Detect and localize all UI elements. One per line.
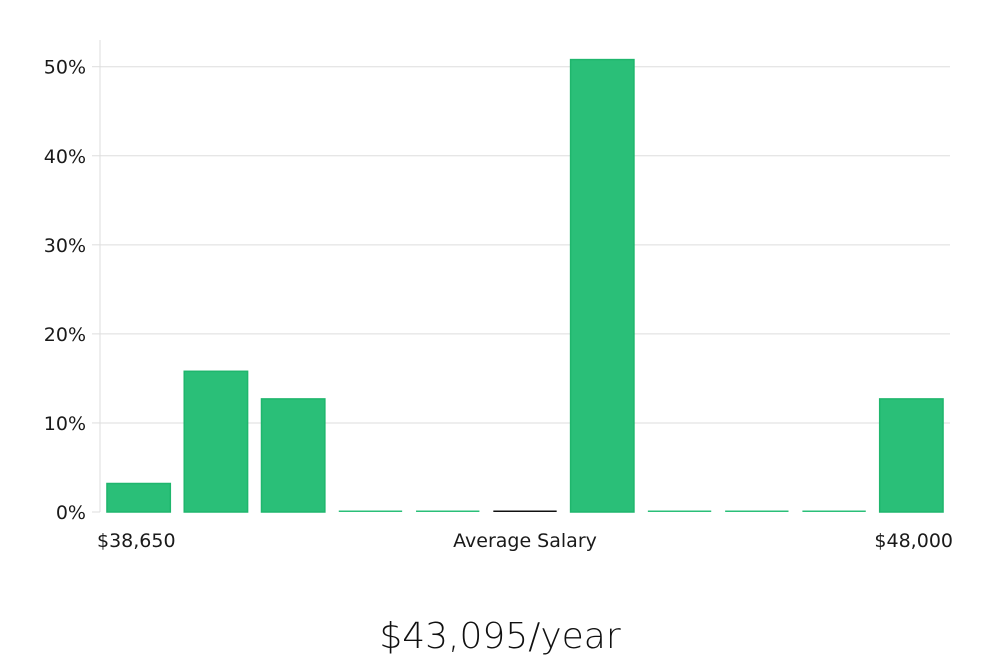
bar	[647, 510, 712, 512]
grid-lines	[100, 66, 950, 424]
y-tick-label: 20%	[44, 324, 86, 346]
bar	[878, 398, 944, 513]
y-axis-ticks: 0% 10% 20% 30% 40% 50%	[44, 57, 100, 524]
y-tick-label: 30%	[44, 235, 86, 257]
y-tick-label: 40%	[44, 146, 86, 168]
bar	[106, 482, 172, 513]
bar	[338, 510, 403, 512]
bar	[260, 398, 326, 513]
average-salary-value: $43,095/year	[379, 616, 621, 657]
bars	[106, 58, 944, 513]
bar	[725, 510, 789, 512]
bar	[183, 370, 249, 513]
bar	[802, 510, 866, 512]
bar	[416, 510, 480, 512]
y-tick-label: 0%	[56, 502, 86, 524]
x-min-label: $38,650	[97, 530, 176, 552]
bar	[569, 58, 635, 513]
y-tick-label: 10%	[44, 413, 86, 435]
x-axis-center-label: Average Salary	[453, 530, 597, 552]
x-max-label: $48,000	[874, 530, 953, 552]
bar-average	[493, 510, 557, 512]
y-tick-label: 50%	[44, 57, 86, 79]
